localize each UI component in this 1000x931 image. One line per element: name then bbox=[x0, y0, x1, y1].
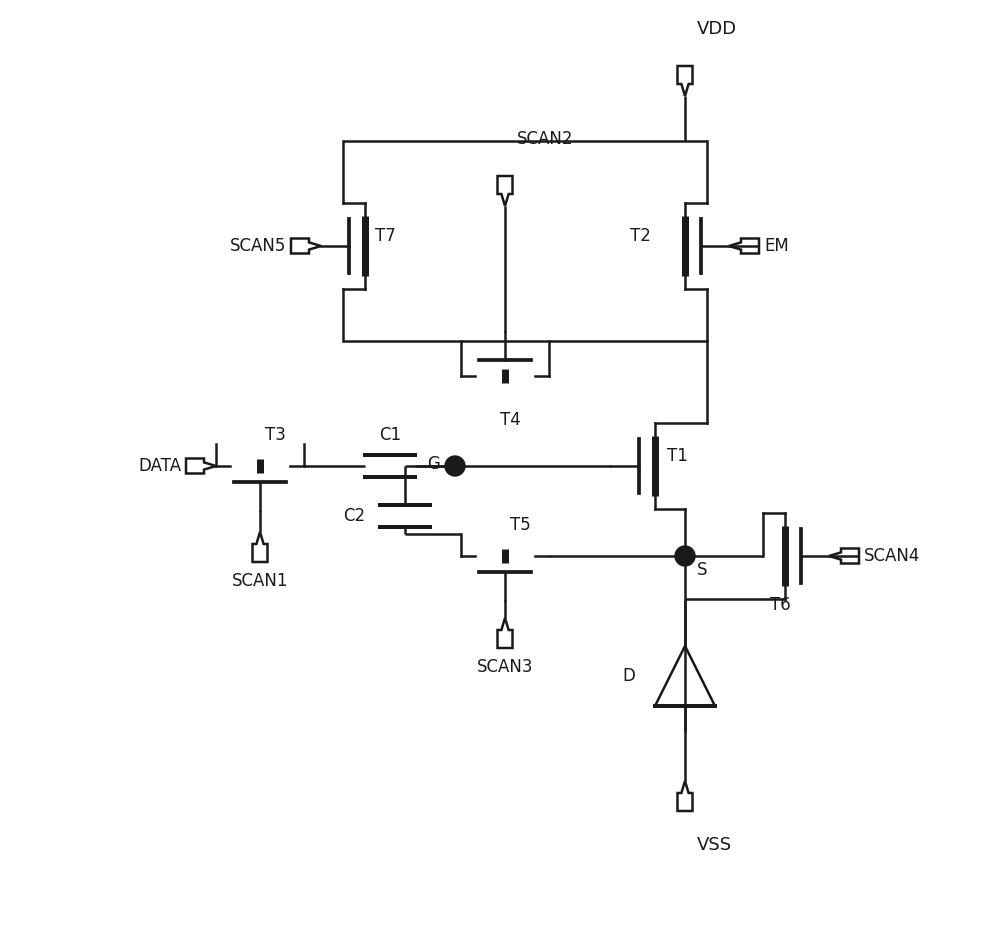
Text: C1: C1 bbox=[379, 426, 401, 444]
Text: G: G bbox=[427, 455, 440, 473]
Text: T6: T6 bbox=[770, 596, 790, 614]
Circle shape bbox=[675, 546, 695, 566]
Text: SCAN2: SCAN2 bbox=[517, 130, 574, 148]
Text: T3: T3 bbox=[265, 426, 286, 444]
Text: VDD: VDD bbox=[697, 20, 737, 38]
Text: SCAN1: SCAN1 bbox=[232, 572, 288, 590]
Text: EM: EM bbox=[764, 237, 789, 255]
Text: D: D bbox=[622, 667, 635, 685]
Text: VSS: VSS bbox=[697, 836, 732, 854]
Text: SCAN4: SCAN4 bbox=[864, 547, 920, 565]
Text: DATA: DATA bbox=[138, 457, 181, 475]
Text: S: S bbox=[697, 561, 708, 579]
Circle shape bbox=[445, 456, 465, 476]
Text: T1: T1 bbox=[667, 447, 688, 465]
Text: SCAN3: SCAN3 bbox=[477, 658, 533, 676]
Text: T2: T2 bbox=[630, 227, 651, 245]
Text: T4: T4 bbox=[500, 411, 520, 429]
Text: T5: T5 bbox=[510, 516, 531, 534]
Text: C2: C2 bbox=[343, 507, 365, 525]
Text: SCAN5: SCAN5 bbox=[230, 237, 286, 255]
Text: T7: T7 bbox=[375, 227, 396, 245]
